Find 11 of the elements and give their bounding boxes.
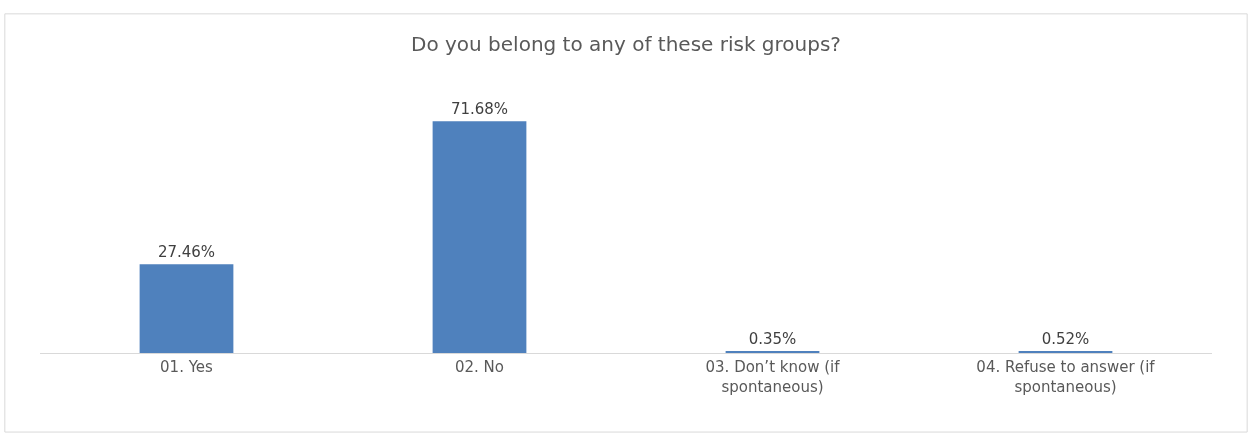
x-tick-label: 01. Yes [160, 358, 214, 376]
bar [432, 121, 527, 353]
x-tick-label: 02. No [454, 358, 505, 376]
data-label: 27.46% [157, 243, 216, 262]
data-label: 0.52% [1041, 330, 1090, 348]
x-tick-label: 04. Refuse to answer (if spontaneous) [976, 358, 1156, 396]
x-tick-label: 03. Don’t know (if spontaneous) [705, 358, 841, 396]
data-label: 71.68% [450, 100, 509, 119]
chart-title: Do you belong to any of these risk groups? [411, 32, 841, 57]
bar [139, 264, 234, 353]
data-label: 0.35% [748, 330, 797, 348]
